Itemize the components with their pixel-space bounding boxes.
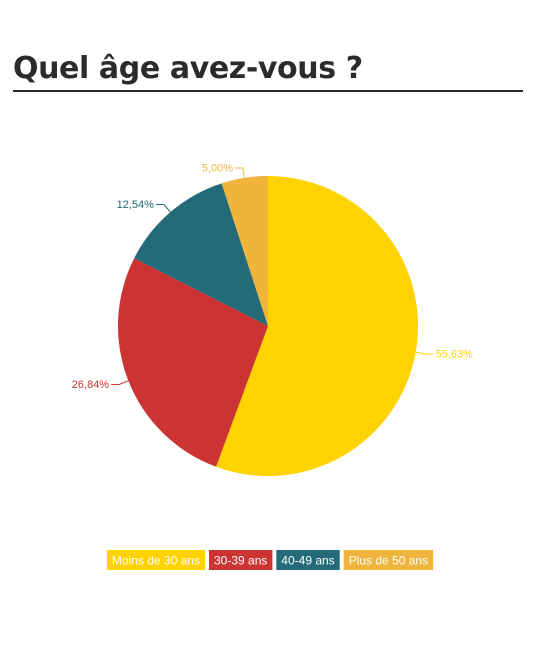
legend-label-4: Plus de 50 ans bbox=[349, 554, 428, 568]
pie-slice-4 bbox=[221, 176, 268, 326]
legend-swatch-4 bbox=[343, 550, 434, 570]
data-label-4: 5,00% bbox=[202, 163, 233, 175]
legend-item-2: 30-39 ans bbox=[209, 550, 273, 570]
legend-item-1: Moins de 30 ans bbox=[106, 550, 205, 570]
legend-label-1: Moins de 30 ans bbox=[112, 554, 200, 568]
legend-swatch-1 bbox=[106, 550, 205, 570]
legend: Moins de 30 ans 30-39 ans 40-49 ans Plus de… bbox=[106, 550, 434, 570]
data-label-leaders bbox=[111, 167, 434, 385]
legend-label-3: 40-49 ans bbox=[281, 554, 334, 568]
pie-slice-2 bbox=[118, 258, 268, 467]
leader-line-3 bbox=[155, 204, 171, 213]
legend-swatch-3 bbox=[276, 550, 340, 570]
pie-slices bbox=[118, 176, 419, 476]
legend-label-2: 30-39 ans bbox=[214, 554, 267, 568]
data-label-3: 12,54% bbox=[117, 199, 155, 211]
data-labels: 55,63% 26,84% 12,54% 5,00% bbox=[72, 163, 473, 392]
data-label-2: 26,84% bbox=[72, 379, 110, 391]
leader-line-4 bbox=[235, 167, 245, 178]
leader-line-2 bbox=[111, 380, 129, 385]
legend-item-4: Plus de 50 ans bbox=[343, 550, 434, 570]
legend-item-3: 40-49 ans bbox=[276, 550, 340, 570]
pie-slice-3 bbox=[134, 183, 268, 326]
legend-swatch-2 bbox=[209, 550, 273, 570]
leader-line-1 bbox=[415, 351, 434, 355]
data-label-1: 55,63% bbox=[436, 349, 474, 361]
pie-slice-1 bbox=[216, 176, 419, 476]
page-title: Quel âge avez-vous ? bbox=[13, 51, 363, 86]
title-underline bbox=[13, 90, 523, 92]
